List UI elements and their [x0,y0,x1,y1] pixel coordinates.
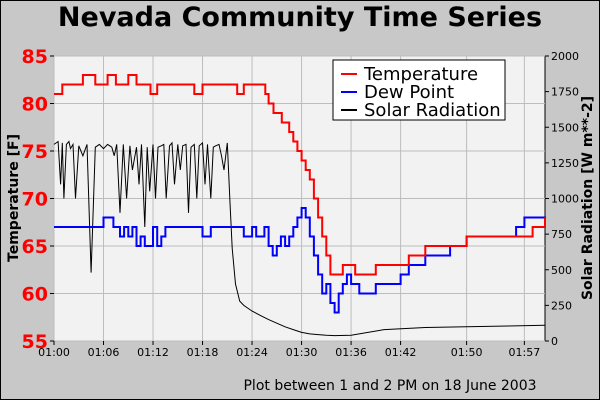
legend-label-temperature: Temperature [363,64,478,85]
left-axis-ticks: 55 60 65 70 75 80 85 [22,46,54,353]
right-tick-label: 1250 [551,157,579,170]
y-axis-label-right: Solar Radiation [W m**-2] [580,96,596,300]
x-tick-label: 01:18 [187,346,219,359]
x-tick-label: 01:57 [509,346,541,359]
x-tick-label: 01:12 [137,346,169,359]
left-tick-label: 80 [22,94,48,116]
right-tick-label: 1500 [551,121,579,134]
x-tick-label: 01:06 [88,346,120,359]
left-tick-label: 70 [22,189,48,211]
left-tick-label: 55 [22,331,48,353]
left-tick-label: 60 [22,284,48,306]
left-tick-label: 65 [22,236,48,258]
left-tick-label: 75 [22,141,48,163]
legend-label-dew-point: Dew Point [364,82,454,103]
x-tick-label: 01:42 [385,346,417,359]
legend-box [332,59,506,121]
x-tick-label: 01:24 [236,346,268,359]
legend-label-solar-radiation: Solar Radiation [364,100,501,121]
series-line-temperature [54,74,546,276]
x-tick-label: 01:30 [286,346,318,359]
right-tick-label: 0 [551,335,558,348]
x-axis-ticks: 01:00 01:06 01:12 01:18 01:24 01:30 01:36 01:42… [38,341,540,359]
y-axis-label-left: Temperature [F] [6,134,22,262]
plot-footnote: Plot between 1 and 2 PM on 18 June 2003 [243,378,536,394]
left-tick-label: 85 [22,46,48,68]
right-tick-label: 2000 [551,50,579,63]
right-axis-ticks: 0 250 500 750 1000 1250 1500 1750 2000 [545,50,579,348]
x-tick-label: 01:50 [451,346,483,359]
series-line-dew-point [54,207,546,314]
right-tick-label: 500 [551,264,572,277]
series-layer [53,74,546,337]
right-tick-label: 750 [551,228,572,241]
series-line-solar-radiation [53,140,546,337]
right-tick-label: 250 [551,299,572,312]
right-tick-label: 1750 [551,86,579,99]
x-tick-label: 01:00 [38,346,70,359]
x-tick-label: 01:36 [335,346,367,359]
right-tick-label: 1000 [551,193,579,206]
chart-title: Nevada Community Time Series [58,2,542,33]
